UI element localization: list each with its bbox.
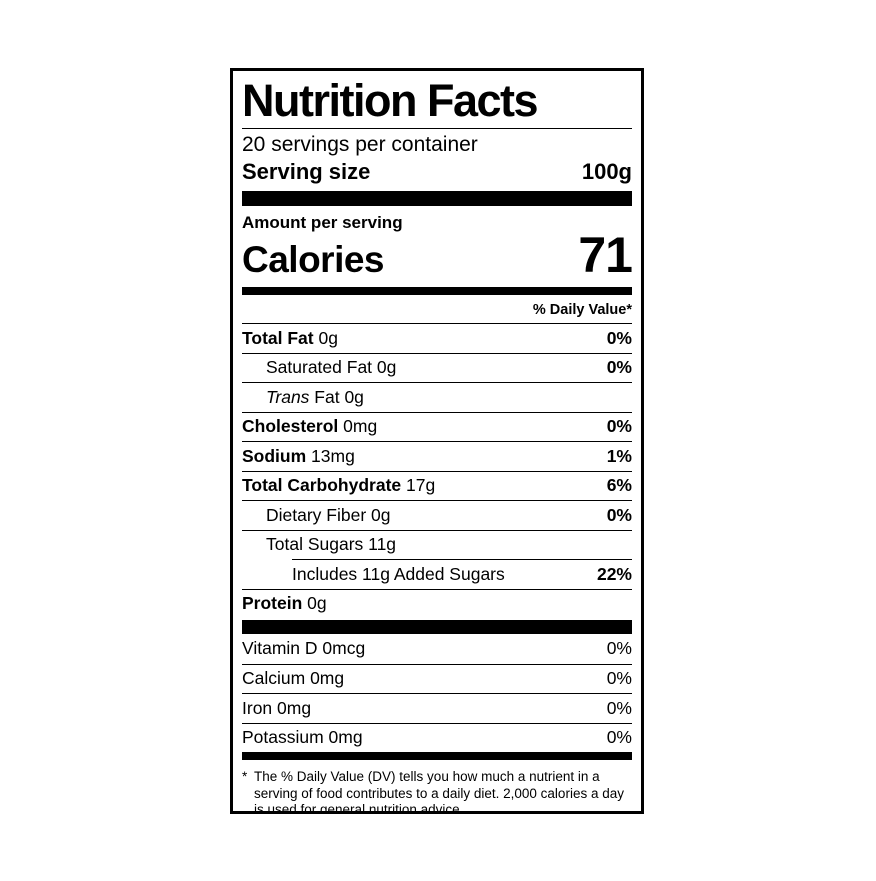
nutrient-row-name-part: Dietary Fiber 0g: [266, 504, 391, 525]
nutrient-row-name: Dietary Fiber 0g: [242, 505, 391, 526]
nutrient-row-daily-value: 0%: [606, 504, 632, 525]
nutrient-row-name-part: Sodium: [242, 445, 312, 466]
nutrient-row-name: Sodium 13mg: [242, 446, 355, 467]
vitamin-row: Iron 0mg 0%: [242, 693, 632, 723]
vitamin-row: Potassium 0mg 0%: [242, 722, 632, 753]
nutrient-row-name-part: 0mg: [343, 416, 378, 437]
nutrient-row: Protein 0g: [242, 588, 632, 619]
nutrient-row-daily-value: 0%: [606, 416, 632, 437]
nutrient-row: Trans Fat 0g: [242, 382, 632, 412]
vitamin-row-name-part: Iron 0mg: [242, 697, 312, 718]
nutrient-row-name: Protein 0g: [242, 593, 327, 614]
nutrient-row: Saturated Fat 0g 0%: [242, 352, 632, 383]
serving-size-label: Serving size: [242, 159, 371, 184]
vitamin-row-name: Vitamin D 0mcg: [242, 638, 365, 659]
nutrient-row-name-part: Protein: [242, 593, 308, 614]
nutrient-row-name-part: Cholesterol: [242, 416, 344, 437]
nutrient-row-name: Saturated Fat 0g: [242, 357, 396, 378]
medium-divider-bar-calories: [242, 287, 632, 295]
footnote-asterisk: *: [242, 769, 248, 784]
nutrient-row-daily-value: 6%: [606, 475, 632, 496]
footnote: * The % Daily Value (DV) tells you how m…: [242, 760, 632, 814]
nutrient-row-name-part: 13mg: [311, 445, 355, 466]
nutrient-row: Includes 11g Added Sugars 22%: [292, 559, 632, 589]
vitamin-row-daily-value: 0%: [606, 727, 632, 748]
vitamin-row: Calcium 0mg 0%: [242, 663, 632, 694]
footnote-text: The % Daily Value (DV) tells you how muc…: [254, 769, 624, 814]
vitamin-row-name: Potassium 0mg: [242, 727, 363, 748]
nutrient-row-daily-value: 0%: [606, 357, 632, 378]
nutrient-row-name: Total Sugars 11g: [242, 534, 396, 555]
vitamin-row-daily-value: 0%: [606, 697, 632, 718]
vitamin-row: Vitamin D 0mcg 0%: [242, 634, 632, 664]
amount-per-serving-label: Amount per serving: [242, 213, 403, 232]
thick-divider-bar-protein: [242, 620, 632, 634]
nutrient-row-name: Cholesterol 0mg: [242, 416, 377, 437]
thick-divider-bar-top: [242, 191, 632, 206]
nutrient-row-name-part: Trans: [266, 386, 310, 407]
nutrient-row-daily-value: 22%: [596, 563, 632, 584]
nutrient-row: Total Carbohydrate 17g 6%: [242, 470, 632, 501]
nutrient-row: Total Sugars 11g: [242, 529, 632, 560]
calories-label: Calories: [242, 239, 385, 280]
nutrient-row-name: Trans Fat 0g: [242, 387, 364, 408]
nutrient-row: Total Fat 0g 0%: [242, 323, 632, 353]
label-title: Nutrition Facts: [242, 76, 632, 129]
vitamin-row-name-part: Vitamin D 0mcg: [242, 638, 366, 659]
nutrient-row-name-part: Fat 0g: [309, 386, 364, 407]
servings-per-container: 20 servings per container: [242, 133, 478, 156]
vitamin-row-name-part: Potassium 0mg: [242, 727, 363, 748]
nutrition-facts-label: Nutrition Facts 20 servings per containe…: [230, 68, 644, 814]
medium-divider-bar-bottom: [242, 752, 632, 760]
vitamin-row-name-part: Calcium 0mg: [242, 668, 345, 689]
nutrient-row-name-part: 0g: [318, 327, 338, 348]
nutrient-row-name-part: Total Carbohydrate: [242, 475, 407, 496]
nutrient-rows-section: Total Fat 0g 0% Saturated Fat 0g 0% Trans Fa…: [242, 323, 632, 618]
nutrient-row-name: Total Carbohydrate 17g: [242, 475, 435, 496]
nutrient-row-name-part: Includes 11g Added Sugars: [292, 563, 505, 584]
nutrient-row-name-part: 17g: [406, 475, 436, 496]
nutrient-row-name-part: 0g: [307, 593, 327, 614]
nutrient-row-name-part: Total Fat: [242, 327, 319, 348]
vitamin-row-daily-value: 0%: [606, 668, 632, 689]
serving-size-value: 100g: [581, 159, 632, 184]
nutrient-row-daily-value: 1%: [606, 445, 632, 466]
nutrient-row: Cholesterol 0mg 0%: [242, 411, 632, 442]
nutrient-row-name-part: Total Sugars 11g: [266, 534, 397, 555]
nutrient-row-name: Total Fat 0g: [242, 328, 338, 349]
nutrient-row: Dietary Fiber 0g 0%: [242, 500, 632, 530]
serving-size-row: Serving size 100g: [242, 158, 632, 191]
vitamin-row-daily-value: 0%: [606, 638, 632, 659]
calories-value: 71: [578, 227, 633, 283]
vitamin-row-name: Iron 0mg: [242, 698, 311, 719]
vitamin-rows-section: Vitamin D 0mcg 0% Calcium 0mg 0% Iron 0mg 0% P…: [242, 634, 632, 752]
nutrient-row: Sodium 13mg 1%: [242, 441, 632, 471]
nutrient-row-daily-value: 0%: [606, 327, 632, 348]
vitamin-row-name: Calcium 0mg: [242, 668, 344, 689]
calories-row: Calories 71: [242, 227, 633, 283]
daily-value-header: % Daily Value*: [532, 302, 632, 318]
nutrient-row-name: Includes 11g Added Sugars: [292, 564, 505, 585]
nutrient-row-name-part: Saturated Fat 0g: [266, 357, 397, 378]
